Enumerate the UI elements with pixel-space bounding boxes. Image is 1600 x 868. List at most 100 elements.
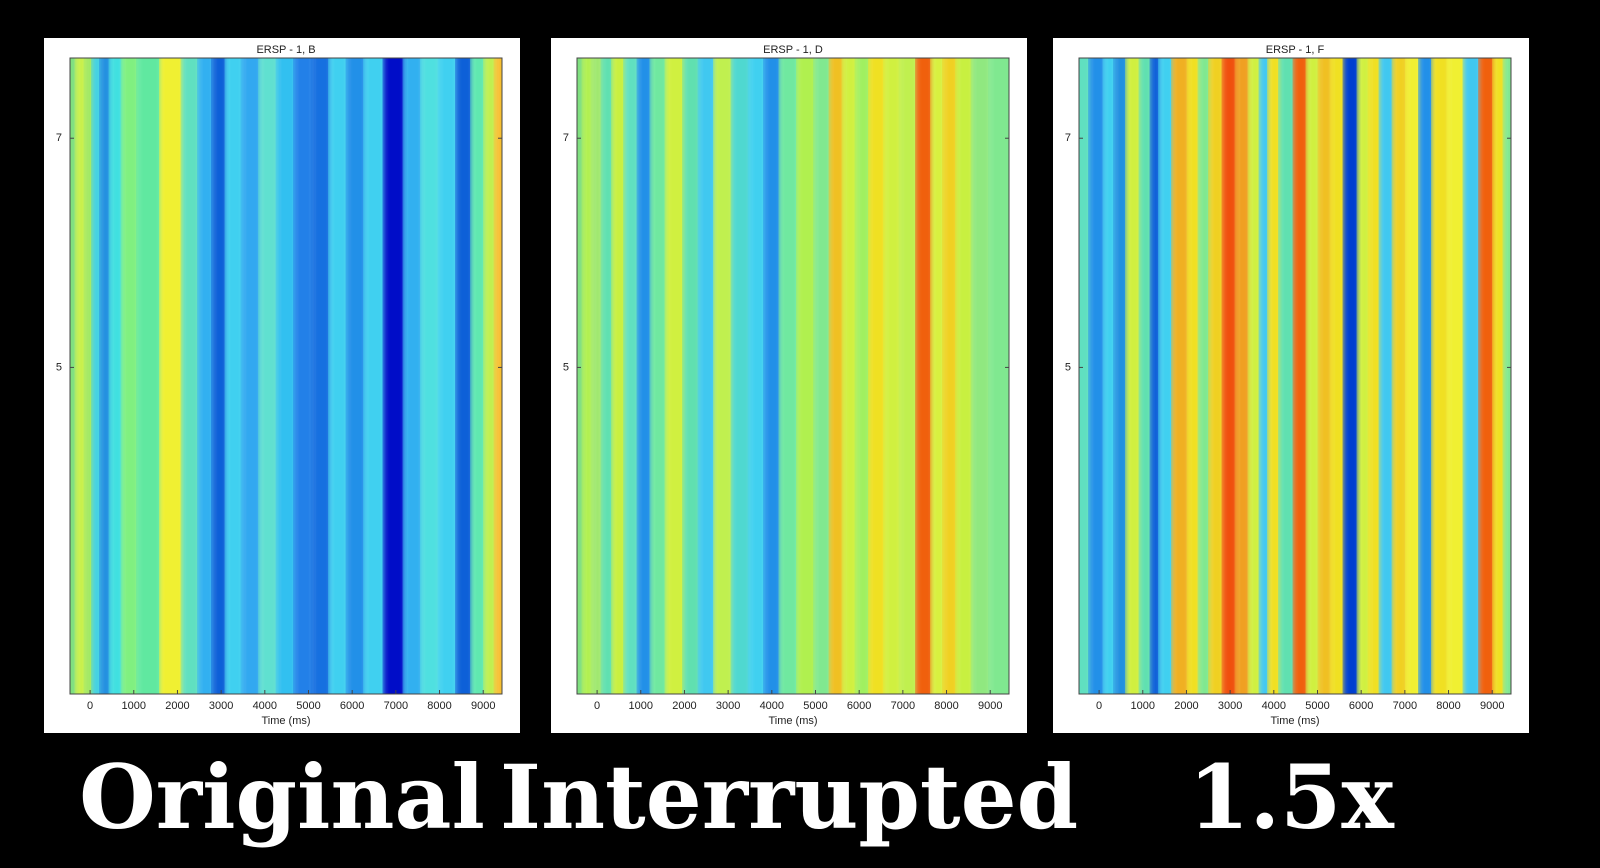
heatmap-stripe	[402, 58, 425, 694]
x-tick-label: 6000	[340, 700, 364, 712]
x-tick-label: 2000	[672, 700, 696, 712]
heatmap-stripe	[345, 58, 368, 694]
heatmap-stripe	[970, 58, 993, 694]
heatmap-stripe	[293, 58, 315, 694]
heatmap-stripe	[930, 58, 947, 694]
heatmap-stripe	[180, 58, 202, 694]
heatmap-stripe	[1234, 58, 1252, 694]
heatmap-stripe	[1502, 58, 1511, 694]
heatmap-stripe	[91, 58, 104, 694]
heatmap-stripe	[883, 58, 903, 694]
panel: ERSP - 1, F 0 1000 2000 3000 4000 5000 6000 7000…	[1053, 38, 1529, 733]
x-tick-label: 5000	[803, 700, 827, 712]
x-tick-label: 9000	[1480, 700, 1504, 712]
y-tick-label: 5	[1065, 361, 1071, 373]
heatmap-stripe	[697, 58, 718, 694]
heatmap-stripe	[796, 58, 818, 694]
x-tick-label: 1000	[629, 700, 653, 712]
x-axis-label: Time (ms)	[1270, 715, 1319, 727]
x-tick-label: 4000	[1262, 700, 1286, 712]
heatmap-stripe	[258, 58, 280, 694]
heatmap-stripe	[328, 58, 350, 694]
x-axis-label: Time (ms)	[768, 715, 817, 727]
x-tick-label: 3000	[209, 700, 233, 712]
heatmap-stripe	[211, 58, 229, 694]
x-tick-label: 1000	[122, 700, 146, 712]
heatmap-stripe	[1317, 58, 1334, 694]
heatmap-stripe	[623, 58, 641, 694]
heatmap-stripe	[713, 58, 735, 694]
heatmap-stripe	[1462, 58, 1483, 694]
heatmap-stripe	[1113, 58, 1130, 694]
heatmap-stripe	[682, 58, 702, 694]
heatmap-stripe	[1208, 58, 1226, 694]
heatmap-stripe	[275, 58, 298, 694]
heatmap-stripe	[1329, 58, 1347, 694]
heatmap-stripe	[1431, 58, 1451, 694]
plot-frame	[576, 57, 1010, 695]
y-tick-label: 7	[1065, 132, 1071, 144]
heatmap-stripe	[1378, 58, 1396, 694]
heatmap	[577, 58, 1009, 694]
chart-title: ERSP - 1, B	[256, 44, 315, 56]
heatmap-stripe	[1405, 58, 1423, 694]
heatmap-stripe	[108, 58, 125, 694]
heatmap-stripe	[136, 58, 164, 694]
heatmap-stripe	[1418, 58, 1436, 694]
y-tick-label: 5	[56, 361, 62, 373]
heatmap-stripe	[83, 58, 96, 694]
heatmap-stripe	[1278, 58, 1297, 694]
heatmap-stripe	[868, 58, 888, 694]
x-tick-label: 7000	[384, 700, 408, 712]
heatmap-stripe	[240, 58, 263, 694]
heatmap-stripe	[942, 58, 960, 694]
heatmap-stripe	[577, 58, 586, 694]
x-tick-label: 8000	[934, 700, 958, 712]
heatmap-stripe	[854, 58, 873, 694]
heatmap-stripe	[778, 58, 801, 694]
x-tick-label: 2000	[1174, 700, 1198, 712]
x-axis-label: Time (ms)	[261, 715, 310, 727]
heatmap-stripe	[730, 58, 752, 694]
x-tick-label: 4000	[760, 700, 784, 712]
heatmap-stripe	[455, 58, 475, 694]
x-tick-label: 7000	[1393, 700, 1417, 712]
plot-frame	[69, 57, 503, 695]
heatmap-stripe	[1305, 58, 1322, 694]
chart-title: ERSP - 1, D	[763, 44, 823, 56]
heatmap-stripe	[420, 58, 442, 694]
heatmap-stripe	[120, 58, 141, 694]
heatmap-stripe	[955, 58, 975, 694]
x-tick-label: 0	[1096, 700, 1102, 712]
heatmap-stripe	[493, 58, 502, 694]
heatmap-stripe	[1088, 58, 1107, 694]
x-tick-label: 0	[594, 700, 600, 712]
heatmap-stripe	[664, 58, 687, 694]
heatmap-stripe	[1158, 58, 1176, 694]
y-tick-label: 7	[563, 132, 569, 144]
heatmap-stripe	[1478, 58, 1497, 694]
panel: ERSP - 1, B 0 1000 2000 3000 4000 5000 6000 7000…	[44, 38, 520, 733]
x-tick-label: 6000	[847, 700, 871, 712]
heatmap-stripe	[224, 58, 245, 694]
x-tick-label: 8000	[427, 700, 451, 712]
heatmap-stripe	[1125, 58, 1143, 694]
x-tick-label: 4000	[253, 700, 277, 712]
heatmap-stripe	[763, 58, 783, 694]
heatmap-stripe	[1292, 58, 1310, 694]
heatmap-stripe	[988, 58, 1009, 694]
x-tick-label: 3000	[716, 700, 740, 712]
heatmap-stripe	[649, 58, 669, 694]
heatmap-stripe	[828, 58, 846, 694]
x-tick-label: 5000	[1305, 700, 1329, 712]
heatmap-stripe	[813, 58, 833, 694]
heatmap	[70, 58, 502, 694]
x-tick-label: 6000	[1349, 700, 1373, 712]
heatmap-stripe	[1391, 58, 1410, 694]
heatmap-stripe	[363, 58, 387, 694]
panel: ERSP - 1, D 0 1000 2000 3000 4000 5000 6000 7000…	[551, 38, 1027, 733]
chart-title: ERSP - 1, F	[1266, 44, 1325, 56]
heatmap-stripe	[159, 58, 185, 694]
plot-frame	[1078, 57, 1512, 695]
